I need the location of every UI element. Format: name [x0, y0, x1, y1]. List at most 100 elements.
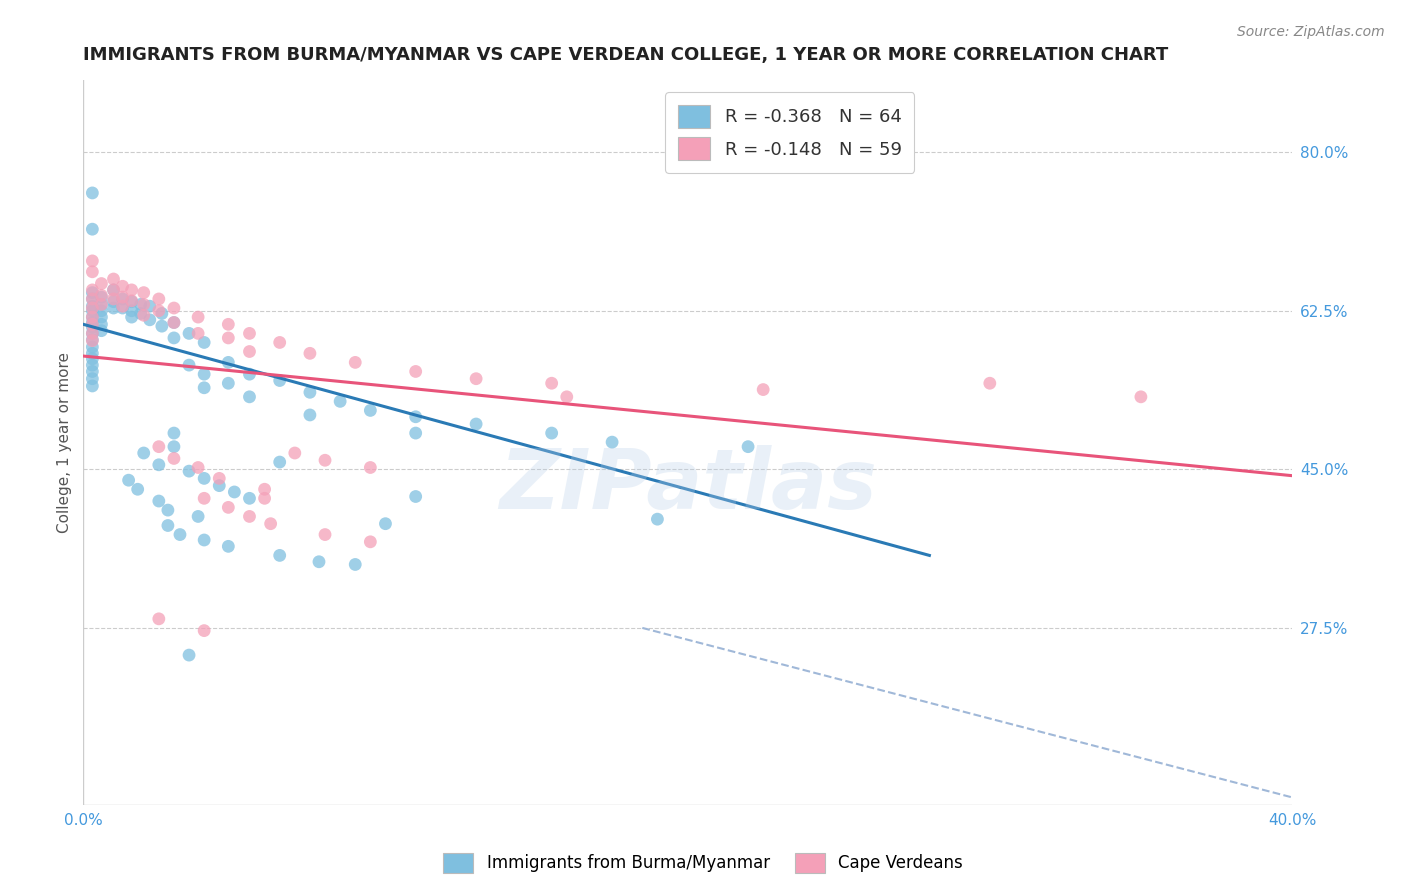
- Point: [193, 367, 215, 381]
- Point: [737, 440, 759, 454]
- Point: [82, 326, 104, 341]
- Point: [193, 471, 215, 485]
- Point: [82, 372, 104, 386]
- Point: [405, 409, 427, 424]
- Point: [90, 324, 112, 338]
- Point: [163, 331, 186, 345]
- Point: [82, 320, 104, 334]
- Point: [82, 340, 104, 354]
- Point: [82, 316, 104, 330]
- Point: [82, 318, 104, 332]
- Point: [132, 297, 155, 311]
- Point: [90, 297, 112, 311]
- Point: [132, 285, 155, 300]
- Point: [82, 285, 104, 300]
- Point: [103, 272, 125, 286]
- Point: [1129, 390, 1152, 404]
- Point: [224, 485, 246, 500]
- Point: [187, 460, 209, 475]
- Point: [314, 527, 336, 541]
- Point: [139, 313, 162, 327]
- Point: [284, 446, 307, 460]
- Point: [238, 390, 260, 404]
- Point: [111, 290, 134, 304]
- Point: [82, 310, 104, 324]
- Point: [150, 306, 173, 320]
- Point: [111, 301, 134, 315]
- Point: [132, 308, 155, 322]
- Point: [555, 390, 578, 404]
- Point: [82, 292, 104, 306]
- Point: [90, 288, 112, 302]
- Point: [148, 494, 170, 508]
- Point: [359, 534, 381, 549]
- Point: [187, 310, 209, 324]
- Point: [127, 482, 149, 496]
- Legend: R = -0.368   N = 64, R = -0.148   N = 59: R = -0.368 N = 64, R = -0.148 N = 59: [665, 92, 914, 173]
- Point: [111, 292, 134, 306]
- Point: [150, 319, 173, 334]
- Point: [121, 294, 143, 309]
- Point: [269, 374, 291, 388]
- Point: [103, 283, 125, 297]
- Point: [269, 549, 291, 563]
- Point: [82, 253, 104, 268]
- Point: [121, 283, 143, 297]
- Point: [90, 277, 112, 291]
- Point: [132, 446, 155, 460]
- Point: [405, 364, 427, 378]
- Point: [979, 376, 1001, 391]
- Point: [193, 381, 215, 395]
- Point: [82, 358, 104, 372]
- Point: [177, 326, 200, 341]
- Point: [465, 417, 488, 431]
- Point: [647, 512, 669, 526]
- Point: [374, 516, 396, 531]
- Point: [600, 435, 623, 450]
- Point: [314, 453, 336, 467]
- Point: [82, 334, 104, 348]
- Point: [82, 351, 104, 366]
- Text: IMMIGRANTS FROM BURMA/MYANMAR VS CAPE VERDEAN COLLEGE, 1 YEAR OR MORE CORRELATIO: IMMIGRANTS FROM BURMA/MYANMAR VS CAPE VE…: [83, 46, 1168, 64]
- Point: [82, 364, 104, 378]
- Point: [540, 426, 562, 441]
- Point: [259, 516, 281, 531]
- Point: [82, 333, 104, 347]
- Point: [148, 292, 170, 306]
- Text: ZIPatlas: ZIPatlas: [499, 445, 876, 526]
- Point: [238, 326, 260, 341]
- Point: [82, 222, 104, 236]
- Point: [121, 310, 143, 324]
- Point: [163, 426, 186, 441]
- Point: [90, 290, 112, 304]
- Point: [405, 426, 427, 441]
- Point: [129, 297, 152, 311]
- Point: [217, 376, 239, 391]
- Y-axis label: College, 1 year or more: College, 1 year or more: [58, 351, 72, 533]
- Point: [217, 355, 239, 369]
- Point: [298, 346, 321, 360]
- Point: [217, 539, 239, 553]
- Point: [163, 316, 186, 330]
- Point: [253, 491, 276, 506]
- Point: [177, 648, 200, 662]
- Point: [103, 292, 125, 306]
- Point: [359, 460, 381, 475]
- Point: [344, 558, 367, 572]
- Point: [187, 326, 209, 341]
- Point: [82, 379, 104, 393]
- Point: [82, 299, 104, 313]
- Point: [103, 283, 125, 297]
- Point: [238, 491, 260, 506]
- Point: [111, 299, 134, 313]
- Point: [169, 527, 191, 541]
- Point: [208, 471, 231, 485]
- Point: [269, 455, 291, 469]
- Point: [238, 344, 260, 359]
- Point: [193, 624, 215, 638]
- Point: [193, 491, 215, 506]
- Point: [217, 500, 239, 515]
- Point: [359, 403, 381, 417]
- Point: [148, 612, 170, 626]
- Point: [298, 385, 321, 400]
